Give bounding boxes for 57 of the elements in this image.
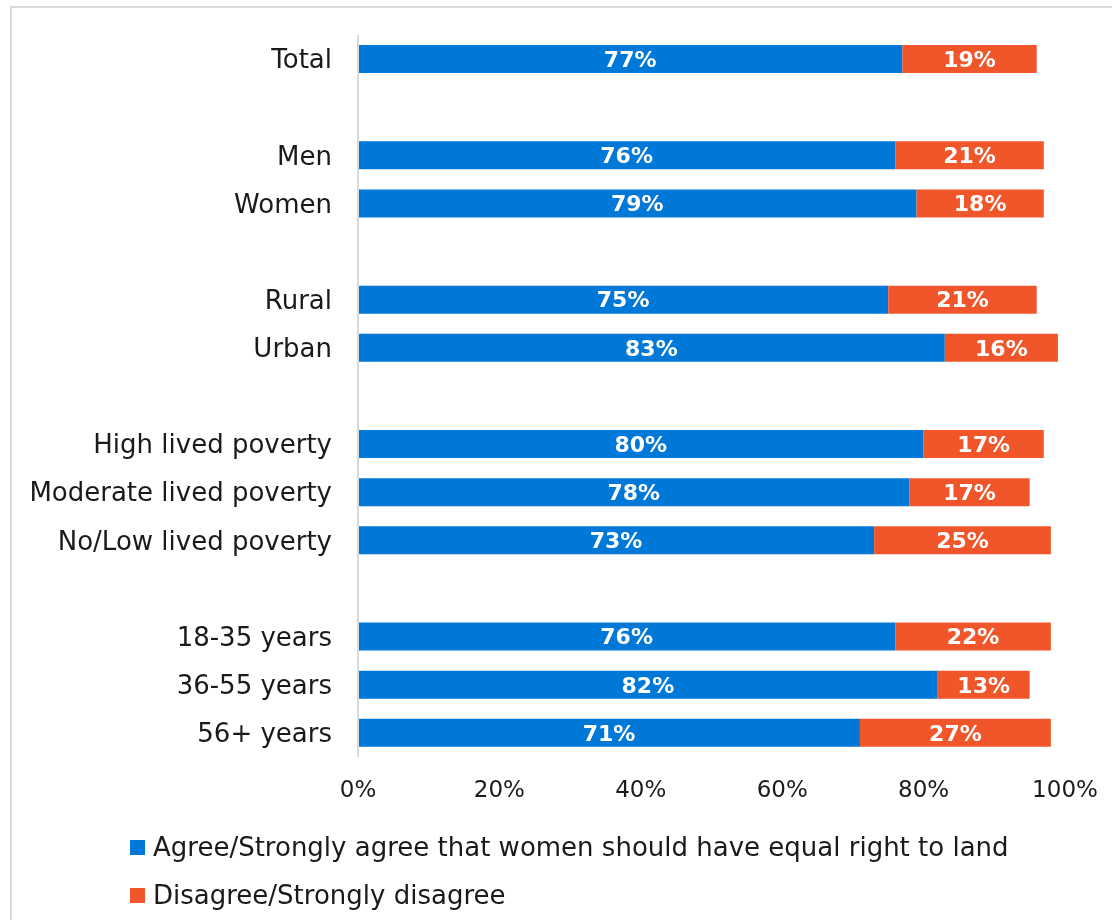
data-label: 19% xyxy=(943,46,996,72)
bar xyxy=(358,718,860,747)
data-label: 78% xyxy=(607,480,661,506)
y-tick-label: Urban xyxy=(253,333,332,364)
bar xyxy=(358,45,903,73)
y-tick-label: 56+ years xyxy=(197,718,332,749)
legend-label: Disagree/Strongly disagree xyxy=(153,880,506,910)
x-tick-label: 60% xyxy=(756,776,808,803)
x-tick-label: 40% xyxy=(615,776,667,803)
bar xyxy=(895,141,1044,170)
bar xyxy=(859,718,1051,747)
bar xyxy=(895,622,1051,651)
y-tick-label: Women xyxy=(234,188,332,219)
x-tick-label: 80% xyxy=(898,776,950,803)
data-label: 21% xyxy=(943,143,996,169)
data-label: 25% xyxy=(936,528,989,554)
data-label: 18% xyxy=(953,191,1007,217)
bar xyxy=(358,285,889,314)
y-tick-label: High lived poverty xyxy=(93,429,332,460)
bar xyxy=(358,141,896,170)
data-label: 76% xyxy=(600,624,653,650)
bar xyxy=(358,622,896,651)
y-tick-label: Moderate lived poverty xyxy=(29,477,332,508)
y-tick-label: 36-55 years xyxy=(176,670,332,701)
data-label: 75% xyxy=(596,287,650,313)
bar xyxy=(358,333,945,362)
data-label: 27% xyxy=(929,720,982,746)
bar xyxy=(874,526,1051,555)
legend-label: Agree/Strongly agree that women should have equal right to land xyxy=(153,832,1009,862)
bar xyxy=(358,430,924,459)
data-label: 77% xyxy=(603,46,657,72)
y-tick-label: Total xyxy=(270,44,332,75)
data-label: 22% xyxy=(946,624,1000,650)
data-label: 71% xyxy=(582,720,636,746)
data-label: 83% xyxy=(625,335,678,361)
data-label: 80% xyxy=(614,431,668,457)
x-tick-label: 0% xyxy=(339,776,377,803)
y-tick-label: Rural xyxy=(264,284,332,315)
bar xyxy=(358,526,875,555)
data-label: 17% xyxy=(957,431,1011,457)
data-label: 17% xyxy=(943,480,996,506)
data-label: 82% xyxy=(621,672,675,698)
data-label: 21% xyxy=(936,287,989,313)
x-tick-label: 20% xyxy=(473,776,525,803)
bar xyxy=(358,189,917,218)
bar xyxy=(358,478,910,507)
data-label: 16% xyxy=(975,335,1028,361)
x-tick-label: 100% xyxy=(1032,776,1098,803)
y-tick-label: Men xyxy=(277,140,332,171)
bar xyxy=(888,285,1037,314)
y-tick-label: 18-35 years xyxy=(176,621,332,652)
bar xyxy=(358,670,938,699)
y-tick-label: No/Low lived poverty xyxy=(57,525,332,556)
data-label: 79% xyxy=(610,191,664,217)
data-label: 73% xyxy=(589,528,643,554)
data-label: 13% xyxy=(957,672,1011,698)
data-label: 76% xyxy=(600,143,653,169)
